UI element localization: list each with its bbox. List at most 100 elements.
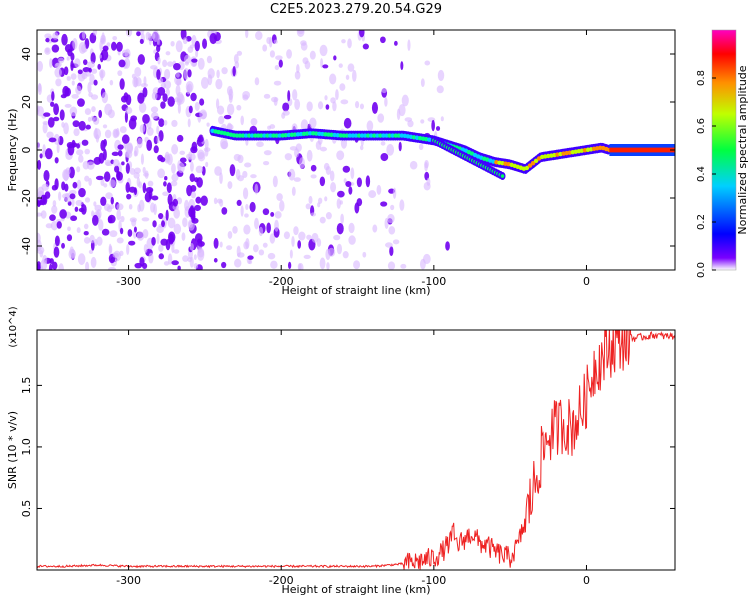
noise-speckle bbox=[296, 63, 300, 74]
noise-speckle bbox=[300, 40, 307, 46]
y-tick-label: -40 bbox=[20, 237, 33, 255]
noise-speckle bbox=[53, 133, 60, 145]
signal-tail-core bbox=[609, 147, 675, 153]
noise-speckle bbox=[92, 30, 98, 36]
noise-speckle bbox=[123, 92, 129, 101]
noise-speckle bbox=[50, 220, 59, 231]
noise-speckle bbox=[182, 255, 189, 262]
noise-speckle bbox=[171, 260, 179, 266]
noise-speckle bbox=[399, 199, 405, 211]
signal-peak bbox=[259, 133, 264, 138]
noise-speckle bbox=[116, 237, 124, 244]
noise-speckle bbox=[322, 64, 329, 69]
noise-speckle bbox=[194, 101, 200, 112]
spectrogram-panel: -300 -200 -100 0 40 20 0 -20 -40 Height of strai… bbox=[6, 29, 676, 297]
noise-speckle bbox=[171, 119, 178, 127]
noise-speckle bbox=[90, 256, 97, 269]
noise-speckle bbox=[165, 51, 171, 56]
noise-speckle bbox=[106, 42, 111, 47]
noise-speckle bbox=[137, 54, 145, 65]
noise-speckle bbox=[337, 190, 345, 198]
noise-speckle bbox=[258, 249, 265, 256]
noise-speckle bbox=[386, 143, 395, 156]
noise-speckle bbox=[275, 55, 283, 61]
noise-speckle bbox=[392, 187, 397, 199]
noise-speckle bbox=[420, 119, 425, 124]
noise-speckle bbox=[96, 236, 103, 246]
noise-speckle bbox=[262, 208, 270, 216]
noise-speckle bbox=[40, 259, 48, 270]
noise-speckle bbox=[126, 193, 132, 200]
signal-peak bbox=[527, 163, 533, 168]
noise-speckle bbox=[125, 106, 133, 115]
noise-speckle bbox=[306, 149, 313, 162]
noise-speckle bbox=[167, 217, 176, 229]
noise-speckle bbox=[387, 261, 396, 270]
noise-speckle bbox=[64, 103, 72, 108]
noise-speckle bbox=[57, 57, 65, 64]
noise-speckle bbox=[116, 209, 121, 221]
noise-speckle bbox=[126, 244, 130, 255]
noise-speckle bbox=[136, 137, 143, 149]
noise-speckle bbox=[45, 223, 53, 229]
noise-speckle bbox=[146, 139, 153, 151]
noise-speckle bbox=[189, 256, 194, 268]
noise-speckle bbox=[380, 152, 389, 162]
noise-speckle bbox=[401, 94, 409, 107]
snr-x-label: Height of straight line (km) bbox=[281, 583, 430, 596]
signal-peak bbox=[384, 133, 389, 138]
noise-speckle bbox=[117, 150, 123, 157]
noise-speckle bbox=[182, 37, 188, 45]
noise-speckle bbox=[353, 260, 361, 270]
noise-speckle bbox=[332, 101, 337, 112]
signal-peak bbox=[234, 133, 240, 138]
noise-speckle bbox=[179, 150, 186, 156]
noise-speckle bbox=[310, 164, 317, 172]
noise-speckle bbox=[298, 263, 304, 270]
noise-speckle bbox=[119, 227, 124, 235]
y-tick-label: 0.5 bbox=[20, 500, 33, 518]
noise-speckle bbox=[279, 200, 285, 212]
noise-speckle bbox=[330, 181, 337, 193]
noise-speckle bbox=[38, 199, 44, 206]
noise-speckle bbox=[274, 65, 280, 71]
noise-speckle bbox=[284, 153, 293, 161]
noise-speckle bbox=[323, 162, 330, 171]
noise-speckle bbox=[69, 106, 78, 117]
noise-speckle bbox=[82, 66, 91, 73]
noise-speckle bbox=[70, 73, 77, 80]
noise-speckle bbox=[37, 82, 42, 92]
noise-speckle bbox=[133, 187, 138, 196]
noise-speckle bbox=[70, 215, 78, 222]
noise-speckle bbox=[325, 104, 330, 110]
noise-speckle bbox=[61, 121, 65, 128]
noise-speckle bbox=[283, 231, 290, 240]
noise-speckle bbox=[194, 40, 200, 52]
noise-speckle bbox=[71, 80, 75, 86]
noise-speckle bbox=[146, 127, 154, 136]
noise-speckle bbox=[167, 96, 175, 107]
signal-peak bbox=[256, 133, 261, 138]
noise-speckle bbox=[84, 108, 92, 115]
noise-speckle bbox=[327, 247, 336, 257]
noise-speckle bbox=[273, 97, 278, 106]
noise-speckle bbox=[47, 117, 55, 128]
noise-speckle bbox=[249, 201, 256, 213]
noise-speckle bbox=[221, 207, 228, 215]
noise-speckle bbox=[131, 73, 136, 79]
noise-speckle bbox=[84, 148, 91, 155]
noise-speckle bbox=[242, 94, 249, 101]
noise-speckle bbox=[324, 95, 328, 101]
noise-speckle bbox=[87, 82, 92, 94]
noise-speckle bbox=[226, 245, 233, 251]
noise-speckle bbox=[318, 197, 323, 204]
noise-speckle bbox=[37, 261, 42, 270]
noise-speckle bbox=[315, 140, 322, 151]
noise-speckle bbox=[139, 38, 144, 45]
noise-speckle bbox=[76, 166, 81, 173]
noise-speckle bbox=[244, 162, 252, 168]
noise-speckle bbox=[61, 181, 66, 191]
noise-speckle bbox=[221, 67, 228, 75]
noise-speckle bbox=[343, 117, 352, 129]
noise-speckle bbox=[92, 214, 99, 226]
